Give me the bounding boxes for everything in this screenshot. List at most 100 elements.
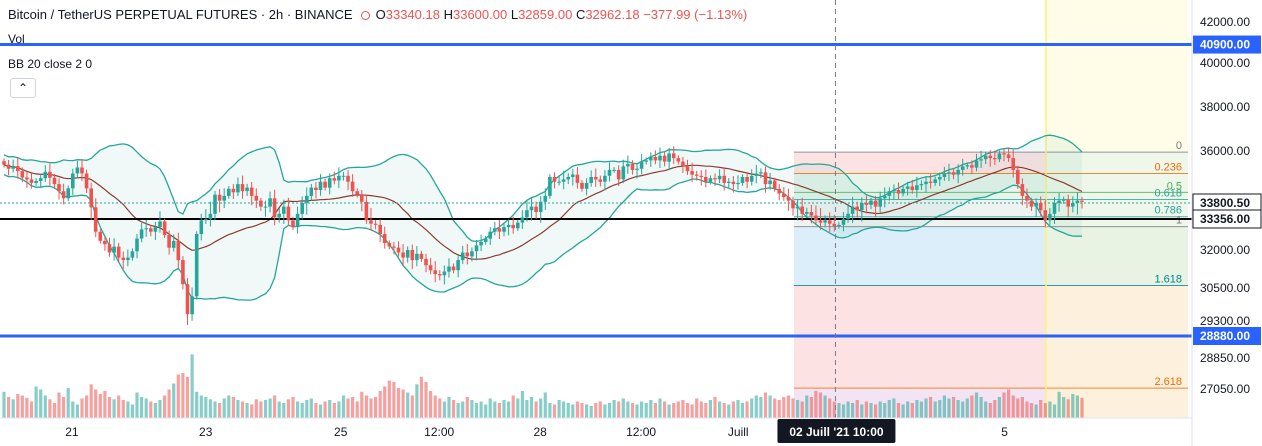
candle-body — [529, 206, 534, 211]
candle-body — [594, 177, 598, 180]
volume-bar — [846, 401, 850, 418]
volume-bar — [529, 397, 534, 418]
candle-body — [713, 178, 717, 180]
volume-bar — [924, 398, 928, 418]
bollinger-indicator-label[interactable]: BB 20 close 2 0 — [8, 57, 93, 71]
candle-body — [644, 160, 648, 162]
volume-bar — [240, 401, 245, 418]
volume-bar — [933, 401, 937, 418]
volume-indicator-label[interactable]: Vol — [8, 32, 25, 46]
volume-bar — [167, 389, 171, 418]
volume-bar — [314, 403, 318, 418]
volume-bar — [814, 391, 818, 418]
candle-body — [1020, 184, 1025, 196]
volume-bar — [374, 397, 378, 418]
candle-body — [708, 178, 713, 182]
candle-body — [291, 220, 295, 228]
volume-bar — [126, 401, 130, 418]
volume-bar — [887, 400, 891, 418]
candle-body — [382, 234, 387, 244]
volume-bar — [39, 389, 43, 418]
candle-body — [213, 194, 217, 214]
volume-bar — [571, 404, 575, 418]
volume-bar — [497, 403, 501, 418]
candle-body — [387, 243, 392, 247]
volume-bar — [956, 400, 960, 418]
volume-bar — [676, 401, 680, 418]
volume-bar — [153, 403, 157, 418]
volume-bar — [245, 403, 249, 418]
candle-body — [516, 222, 520, 229]
candle-body — [93, 207, 98, 232]
candle-body — [277, 213, 281, 218]
candle-body — [483, 238, 488, 242]
volume-bar — [809, 397, 813, 418]
candle-body — [1038, 203, 1043, 211]
collapse-indicators-button[interactable]: ⌃ — [10, 78, 36, 98]
candle-body — [827, 220, 832, 224]
price-axis-tick: 42000.00 — [1200, 15, 1250, 29]
candle-body — [61, 191, 66, 199]
candle-body — [681, 161, 685, 167]
candle-body — [534, 206, 538, 212]
volume-bar — [557, 400, 561, 418]
candle-body — [112, 246, 116, 253]
candle-body — [401, 252, 405, 258]
volume-bar — [277, 401, 281, 418]
candle-body — [158, 221, 162, 228]
volume-bar — [484, 404, 488, 418]
fib-level-label: 1 — [1176, 215, 1182, 227]
time-axis-tick: Juill — [728, 425, 749, 439]
volume-bar — [332, 403, 336, 418]
volume-bar — [465, 397, 469, 418]
candle-body — [571, 174, 575, 177]
volume-bar — [94, 389, 98, 418]
candle-body — [1006, 154, 1011, 158]
candle-body — [552, 177, 557, 182]
candle-body — [199, 220, 204, 234]
volume-bar — [392, 382, 396, 418]
price-axis-tick: 32000.00 — [1200, 243, 1250, 257]
candle-body — [355, 191, 359, 195]
candle-body — [57, 184, 61, 192]
volume-bar — [585, 404, 589, 418]
candle-body — [327, 178, 332, 188]
candle-body — [259, 200, 263, 207]
volume-bar — [763, 392, 768, 418]
candle-body — [873, 200, 878, 207]
candle-body — [869, 200, 873, 205]
candle-body — [795, 206, 800, 209]
volume-bar — [823, 395, 827, 418]
volume-bar — [759, 397, 763, 418]
volume-bar — [841, 404, 846, 418]
volume-bar — [254, 399, 258, 419]
volume-bar — [456, 403, 460, 418]
candle-body — [979, 159, 983, 161]
volume-bar — [43, 395, 47, 418]
candle-body — [438, 274, 442, 276]
future-zone-mid — [1046, 226, 1188, 286]
candle-body — [1016, 169, 1020, 185]
volume-bar — [993, 400, 997, 418]
candle-body — [89, 188, 93, 208]
candle-body — [933, 179, 937, 183]
price-axis-marker-bg — [1192, 209, 1262, 229]
volume-bar — [580, 403, 584, 418]
symbol-title[interactable]: Bitcoin / TetherUS PERPETUAL FUTURES · 2… — [8, 7, 353, 22]
candle-body — [905, 186, 910, 189]
fib-level-label: 0 — [1176, 140, 1182, 152]
candle-body — [727, 181, 731, 183]
volume-bar — [433, 395, 437, 418]
candle-body — [809, 212, 814, 216]
candle-body — [268, 198, 272, 207]
candle-body — [520, 217, 525, 223]
volume-bar — [1066, 399, 1070, 419]
volume-bar — [75, 404, 79, 418]
candle-body — [621, 166, 626, 180]
volume-bar — [419, 376, 423, 419]
candle-body — [346, 175, 350, 182]
volume-bar — [369, 398, 373, 418]
candle-body — [263, 206, 268, 208]
volume-bar — [984, 401, 988, 418]
